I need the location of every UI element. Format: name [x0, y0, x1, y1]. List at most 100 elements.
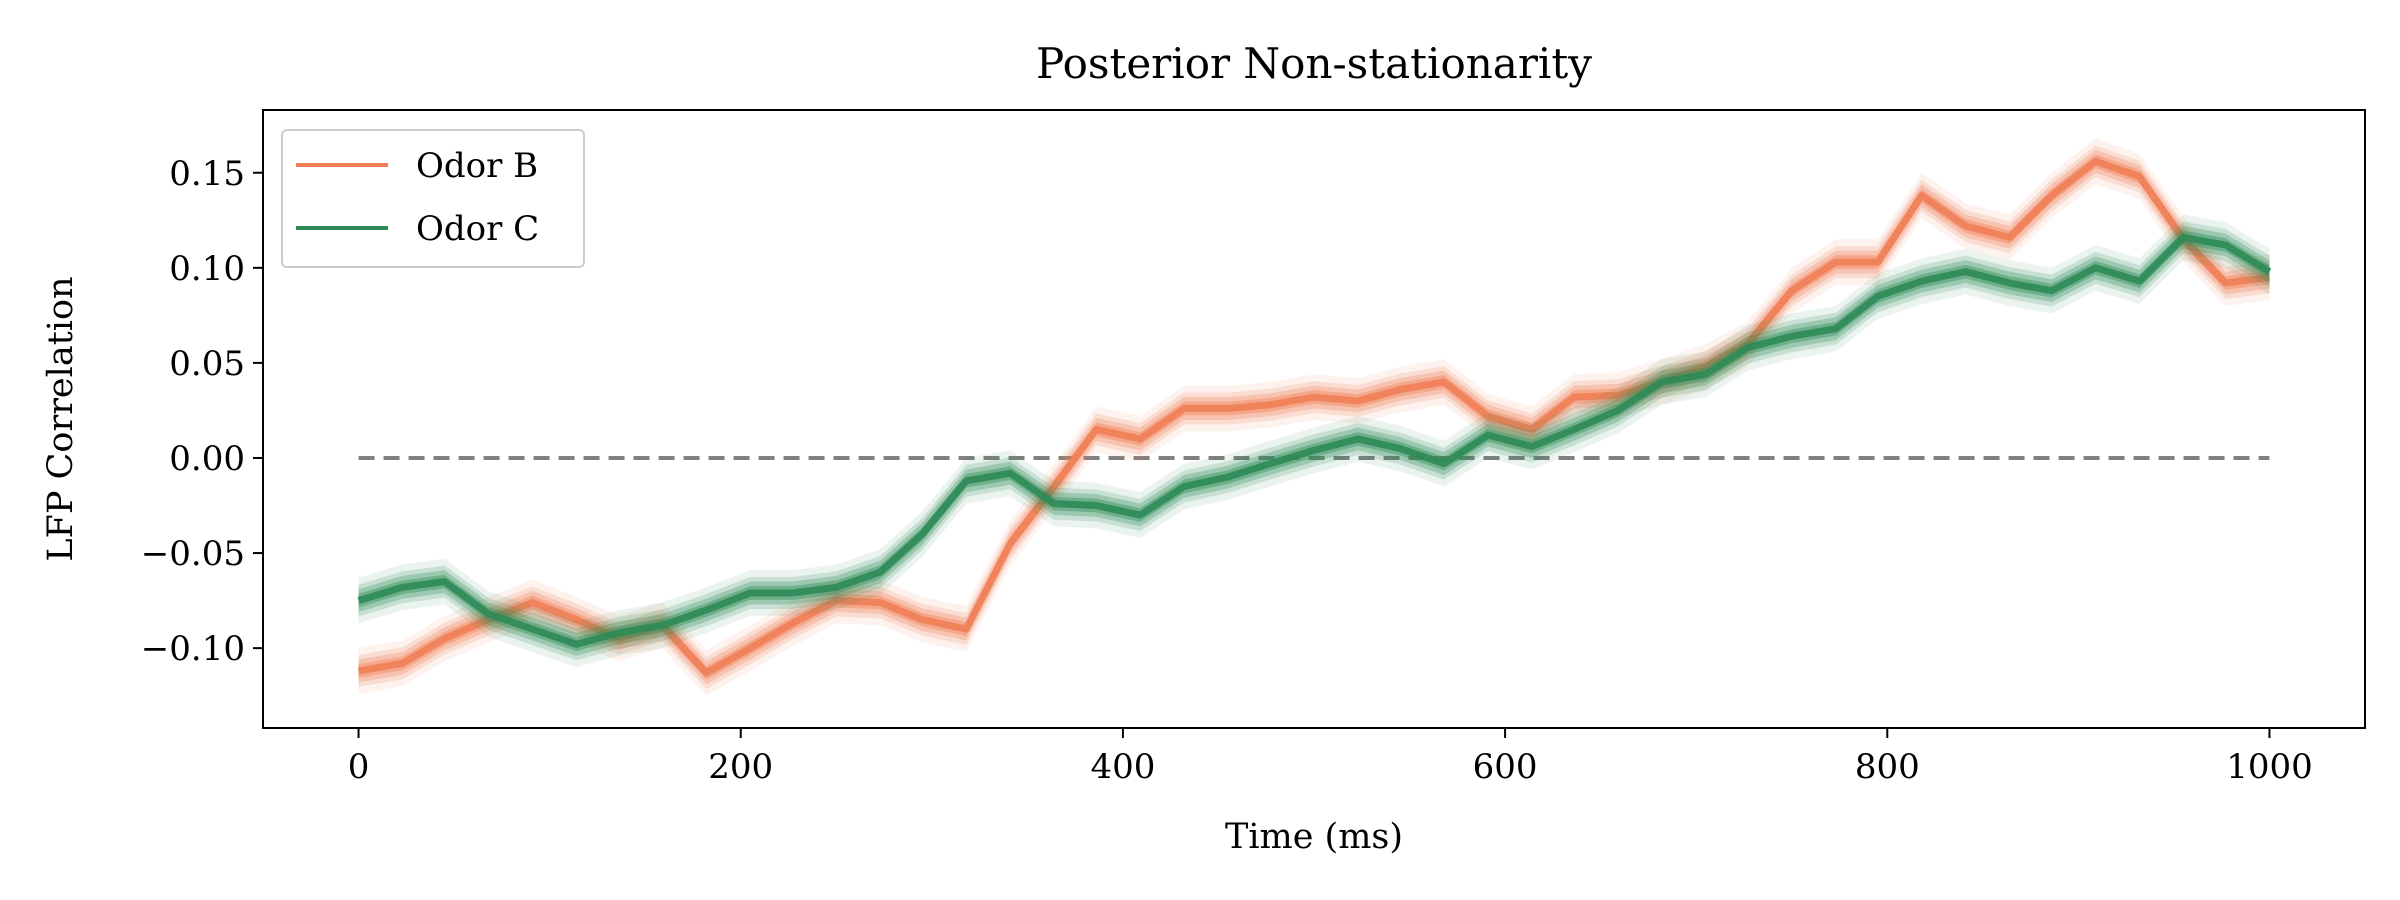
data-point-odor-c [835, 586, 838, 589]
data-point-odor-c [705, 609, 708, 612]
y-tick-label: 0.10 [169, 249, 245, 289]
data-point-odor-c [2094, 266, 2097, 269]
data-point-odor-b [1964, 224, 1967, 227]
data-point-odor-c [401, 586, 404, 589]
data-point-odor-c [1398, 447, 1401, 450]
data-point-odor-b [575, 618, 578, 621]
data-point-odor-b [357, 669, 360, 672]
data-point-odor-c [1442, 462, 1445, 465]
data-point-odor-b [2094, 160, 2097, 163]
band-odor-c-0 [358, 214, 2270, 668]
data-point-odor-b [1572, 396, 1575, 399]
data-point-odor-c [1616, 409, 1619, 412]
data-point-odor-c [921, 533, 924, 536]
data-point-odor-b [2050, 194, 2053, 197]
data-point-odor-c [1486, 434, 1489, 437]
y-tick-label: −0.05 [141, 534, 245, 574]
y-axis-title: LFP Correlation [41, 276, 81, 561]
data-point-odor-c [2138, 280, 2141, 283]
plot-area [357, 138, 2272, 696]
data-point-odor-b [791, 622, 794, 625]
data-point-odor-c [1572, 428, 1575, 431]
data-point-odor-b [1183, 407, 1186, 410]
band-odor-b-2 [358, 149, 2270, 685]
data-point-odor-b [1009, 542, 1012, 545]
data-point-odor-c [617, 631, 620, 634]
data-point-odor-c [1313, 449, 1316, 452]
y-tick-label: −0.10 [141, 629, 245, 669]
data-point-odor-b [1095, 428, 1098, 431]
data-point-odor-b [921, 618, 924, 621]
data-point-odor-b [705, 671, 708, 674]
x-tick-label: 600 [1473, 747, 1538, 787]
data-point-odor-c [1183, 485, 1186, 488]
band-odor-b-0 [358, 138, 2270, 696]
data-point-odor-c [443, 580, 446, 583]
data-point-odor-c [661, 624, 664, 627]
legend-label-odor-c: Odor C [416, 209, 539, 249]
data-point-odor-b [531, 601, 534, 604]
data-point-odor-b [1790, 289, 1793, 292]
data-point-odor-b [2138, 175, 2141, 178]
y-tick-label: 0.05 [169, 344, 245, 384]
data-point-odor-c [1095, 504, 1098, 507]
data-point-odor-c [1269, 462, 1272, 465]
data-point-odor-c [749, 591, 752, 594]
x-tick-label: 800 [1855, 747, 1920, 787]
data-point-odor-c [965, 479, 968, 482]
data-point-odor-b [2008, 236, 2011, 239]
series-line-odor-b [357, 157, 2270, 677]
data-point-odor-c [1227, 475, 1230, 478]
data-point-odor-b [1834, 261, 1837, 264]
data-point-odor-b [1139, 437, 1142, 440]
data-point-odor-b [1269, 403, 1272, 406]
data-point-odor-c [879, 571, 882, 574]
x-tick-label: 0 [348, 747, 370, 787]
data-point-odor-c [2268, 270, 2271, 273]
data-point-odor-c [1790, 335, 1793, 338]
data-point-odor-b [1442, 380, 1445, 383]
y-tick-label: 0.00 [169, 439, 245, 479]
x-tick-label: 200 [708, 747, 773, 787]
data-point-odor-c [2050, 289, 2053, 292]
chart-title: Posterior Non-stationarity [1036, 39, 1592, 88]
x-tick-label: 1000 [2226, 747, 2313, 787]
x-tick-label: 400 [1090, 747, 1155, 787]
band-odor-c-1 [358, 221, 2270, 661]
data-point-odor-c [2224, 244, 2227, 247]
data-point-odor-b [879, 601, 882, 604]
data-point-odor-b [1356, 399, 1359, 402]
data-point-odor-c [1053, 502, 1056, 505]
data-point-odor-c [1964, 270, 1967, 273]
data-point-odor-b [1313, 396, 1316, 399]
axes-frame [262, 109, 2366, 729]
data-point-odor-c [1530, 445, 1533, 448]
data-point-odor-b [401, 662, 404, 665]
data-point-odor-c [1920, 280, 1923, 283]
data-point-odor-c [2182, 236, 2185, 239]
data-point-odor-c [1746, 346, 1749, 349]
data-point-odor-c [1876, 295, 1879, 298]
data-point-odor-c [1834, 327, 1837, 330]
data-point-odor-c [575, 643, 578, 646]
data-point-odor-b [1227, 407, 1230, 410]
data-point-odor-b [1398, 388, 1401, 391]
data-point-odor-c [1356, 437, 1359, 440]
data-point-odor-c [2008, 282, 2011, 285]
data-point-odor-b [1876, 261, 1879, 264]
band-odor-b-1 [358, 145, 2270, 689]
y-tick-label: 0.15 [169, 154, 245, 194]
data-point-odor-c [1704, 373, 1707, 376]
data-point-odor-b [965, 628, 968, 631]
data-point-odor-c [1660, 380, 1663, 383]
data-point-odor-c [487, 612, 490, 615]
band-odor-b-3 [358, 154, 2270, 680]
data-point-odor-c [531, 628, 534, 631]
x-axis-title: Time (ms) [1225, 817, 1403, 857]
legend: Odor B Odor C [281, 129, 585, 268]
data-point-odor-c [1009, 472, 1012, 475]
legend-label-odor-b: Odor B [416, 146, 538, 186]
data-point-odor-c [1139, 514, 1142, 517]
